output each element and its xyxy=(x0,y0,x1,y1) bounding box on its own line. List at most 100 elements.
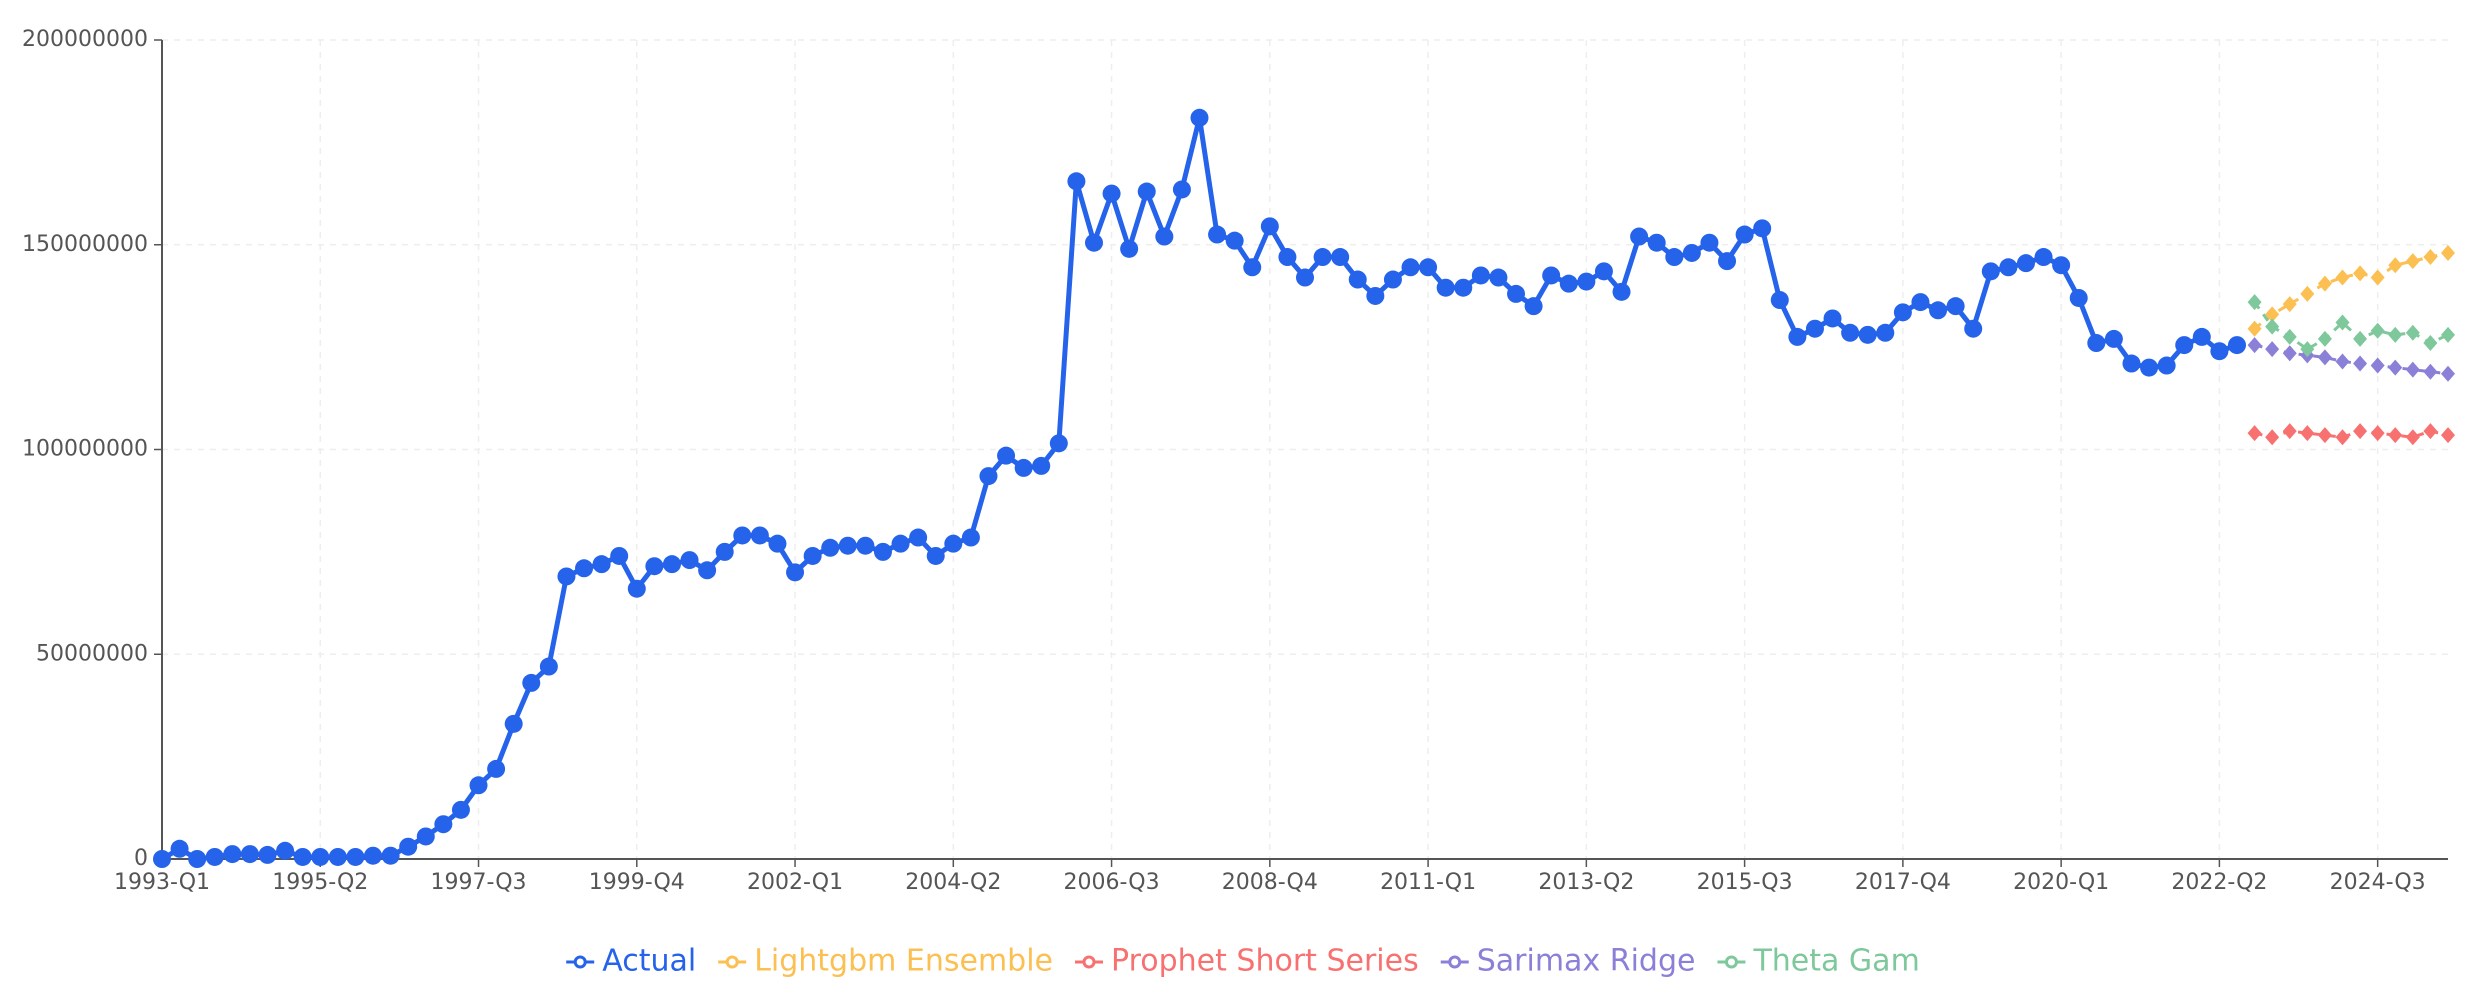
point xyxy=(1542,266,1561,285)
legend-swatch-dot xyxy=(573,955,587,969)
legend-item: Sarimax Ridge xyxy=(1440,944,1696,979)
y-tick-label: 150000000 xyxy=(22,232,148,257)
point xyxy=(328,847,347,866)
point xyxy=(153,850,171,868)
point xyxy=(610,546,629,565)
x-tick-label: 1993-Q1 xyxy=(114,870,210,895)
point xyxy=(2282,296,2297,313)
point xyxy=(1137,182,1156,201)
point xyxy=(1436,278,1455,297)
point xyxy=(399,837,418,856)
point xyxy=(2353,330,2368,347)
point xyxy=(1366,286,1385,305)
point xyxy=(803,546,822,565)
point xyxy=(2370,269,2385,286)
point xyxy=(1471,266,1490,285)
point xyxy=(1155,227,1174,246)
point xyxy=(2052,256,2071,275)
point xyxy=(2353,355,2368,372)
point xyxy=(2300,341,2315,358)
point xyxy=(240,845,259,864)
point xyxy=(680,551,699,570)
point xyxy=(1348,270,1367,289)
legend-swatch-dot xyxy=(725,955,739,969)
point xyxy=(2441,326,2455,343)
point xyxy=(2300,285,2315,302)
point xyxy=(1718,252,1737,271)
point xyxy=(1999,258,2018,277)
point xyxy=(504,714,523,733)
point xyxy=(575,559,594,578)
point xyxy=(2370,322,2385,339)
point xyxy=(645,557,664,576)
point xyxy=(469,776,488,795)
point xyxy=(2282,345,2297,362)
point xyxy=(205,847,224,866)
x-tick-label: 2011-Q1 xyxy=(1380,870,1476,895)
point xyxy=(1770,291,1789,310)
point xyxy=(856,536,875,555)
point xyxy=(1946,297,1965,316)
x-tick-label: 1995-Q2 xyxy=(272,870,368,895)
point xyxy=(451,800,470,819)
point xyxy=(539,657,558,676)
point xyxy=(1102,184,1121,203)
legend-swatch-dot xyxy=(1448,955,1462,969)
point xyxy=(2405,253,2420,270)
point xyxy=(873,542,892,561)
point xyxy=(1665,248,1684,267)
point xyxy=(715,542,734,561)
point xyxy=(1401,258,1420,277)
point xyxy=(2192,327,2211,346)
point xyxy=(891,534,910,553)
point xyxy=(1243,258,1262,277)
x-tick-label: 2024-Q3 xyxy=(2330,870,2426,895)
point xyxy=(2370,425,2385,442)
point xyxy=(364,846,383,865)
point xyxy=(2388,427,2403,444)
point xyxy=(416,827,435,846)
x-tick-label: 2006-Q3 xyxy=(1064,870,1160,895)
point xyxy=(1929,301,1948,320)
point xyxy=(1507,284,1526,303)
point xyxy=(1419,258,1438,277)
x-tick-label: 2017-Q4 xyxy=(1855,870,1951,895)
point xyxy=(838,536,857,555)
point xyxy=(786,563,805,582)
point xyxy=(1876,323,1895,342)
x-tick-label: 1997-Q3 xyxy=(430,870,526,895)
point xyxy=(1296,268,1314,287)
point xyxy=(2157,356,2176,375)
point xyxy=(522,673,541,692)
series-line xyxy=(160,115,2238,862)
point xyxy=(1647,233,1666,252)
point xyxy=(1313,248,1332,267)
y-tick-label: 50000000 xyxy=(36,641,148,666)
point xyxy=(1788,327,1807,346)
legend-item: Theta Gam xyxy=(1717,944,1920,979)
point xyxy=(1858,325,1877,344)
legend-label: Sarimax Ridge xyxy=(1477,944,1696,979)
point xyxy=(2335,429,2350,446)
x-tick-label: 2020-Q1 xyxy=(2013,870,2109,895)
point xyxy=(2265,429,2280,446)
point xyxy=(276,841,295,860)
point xyxy=(1981,262,2000,281)
point xyxy=(346,847,365,866)
point xyxy=(487,759,506,778)
point xyxy=(2335,269,2350,286)
point xyxy=(997,446,1016,465)
point xyxy=(1260,217,1279,236)
point xyxy=(1225,231,1244,250)
series-line xyxy=(2253,251,2449,330)
point xyxy=(1489,268,1508,287)
point xyxy=(1331,248,1350,267)
point xyxy=(2317,330,2332,347)
point xyxy=(2034,248,2053,267)
point xyxy=(2265,318,2280,335)
point xyxy=(2317,275,2332,292)
point xyxy=(2441,244,2455,261)
point xyxy=(1577,272,1596,291)
point xyxy=(1084,233,1103,252)
